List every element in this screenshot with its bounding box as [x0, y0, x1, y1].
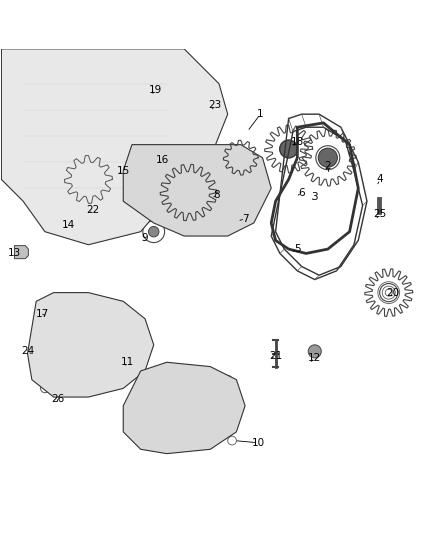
Polygon shape [88, 204, 99, 212]
Text: 4: 4 [377, 174, 383, 184]
Text: 3: 3 [311, 192, 318, 202]
Text: 20: 20 [386, 288, 399, 297]
Circle shape [48, 365, 59, 377]
Text: 11: 11 [121, 357, 134, 367]
Text: 1: 1 [257, 109, 264, 119]
Text: 24: 24 [21, 346, 34, 357]
Text: 17: 17 [36, 309, 49, 319]
Text: 5: 5 [294, 244, 300, 254]
Circle shape [308, 345, 321, 358]
Text: 2: 2 [325, 161, 331, 172]
Polygon shape [123, 362, 245, 454]
Circle shape [177, 402, 192, 418]
Text: 13: 13 [8, 248, 21, 259]
Text: 18: 18 [291, 138, 304, 148]
Text: 10: 10 [251, 438, 265, 448]
Text: 9: 9 [142, 233, 148, 243]
Text: 25: 25 [374, 209, 387, 219]
Text: 15: 15 [117, 166, 130, 176]
Text: 22: 22 [86, 205, 99, 215]
Text: 12: 12 [308, 353, 321, 363]
Text: 6: 6 [298, 188, 305, 198]
Text: 16: 16 [156, 155, 169, 165]
Text: 21: 21 [269, 351, 282, 361]
Polygon shape [1, 49, 228, 245]
Circle shape [318, 148, 337, 167]
Polygon shape [28, 293, 154, 397]
Circle shape [148, 227, 159, 237]
Circle shape [126, 326, 138, 337]
Polygon shape [123, 144, 271, 236]
Text: 19: 19 [149, 85, 162, 95]
Circle shape [57, 383, 68, 394]
Text: 8: 8 [213, 190, 220, 200]
Circle shape [35, 313, 46, 325]
Circle shape [280, 140, 297, 158]
Text: 14: 14 [62, 220, 75, 230]
Text: 23: 23 [208, 100, 221, 110]
Polygon shape [14, 246, 28, 259]
Text: 7: 7 [242, 214, 248, 224]
Text: 26: 26 [51, 394, 64, 404]
